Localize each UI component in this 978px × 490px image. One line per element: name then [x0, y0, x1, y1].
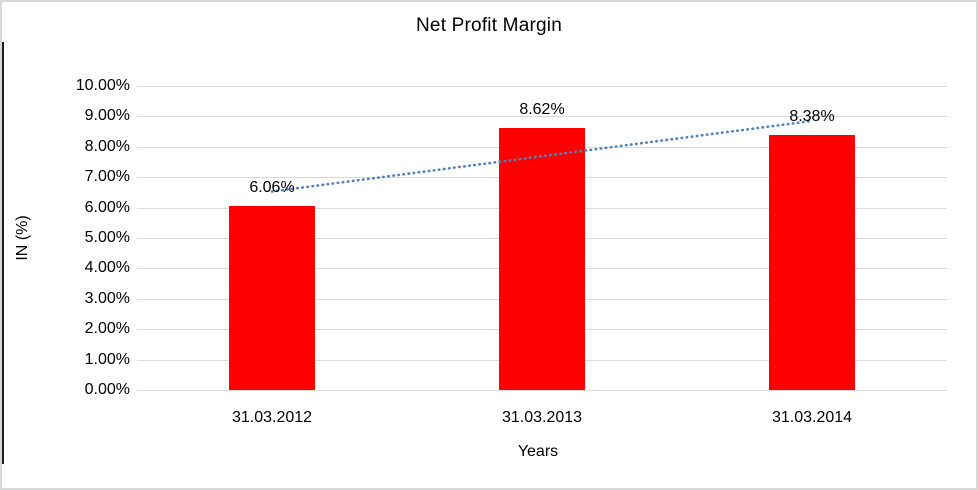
y-tick-label: 6.00% [84, 198, 130, 216]
bar [769, 135, 855, 390]
bar-data-label: 6.06% [249, 178, 295, 196]
y-tick-label: 0.00% [84, 381, 130, 398]
bar [229, 205, 315, 390]
y-tick-label: 5.00% [84, 229, 130, 246]
x-tick-label: 31.03.2012 [231, 409, 313, 426]
x-axis-title: Years [517, 443, 559, 460]
y-axis-title: IN (%) [14, 215, 31, 261]
chart-title: Net Profit Margin [416, 15, 562, 36]
y-tick-label: 8.00% [84, 137, 130, 155]
gridline [137, 86, 947, 87]
left-border-line [2, 42, 4, 464]
x-tick-label: 31.03.2013 [501, 409, 583, 426]
gridline [137, 390, 947, 391]
y-tick-label: 9.00% [84, 107, 130, 125]
x-tick-label: 31.03.2014 [771, 409, 853, 426]
y-tick-label: 4.00% [84, 259, 130, 277]
y-tick-label: 1.00% [84, 350, 130, 368]
y-tick-label: 7.00% [84, 168, 130, 186]
y-tick-label: 2.00% [84, 320, 130, 338]
y-tick-label: 10.00% [75, 77, 130, 94]
y-tick-label: 3.00% [84, 289, 130, 307]
bar [499, 127, 585, 390]
bar-data-label: 8.38% [789, 108, 835, 126]
bar-data-label: 8.62% [519, 100, 565, 118]
gridline [137, 116, 947, 118]
